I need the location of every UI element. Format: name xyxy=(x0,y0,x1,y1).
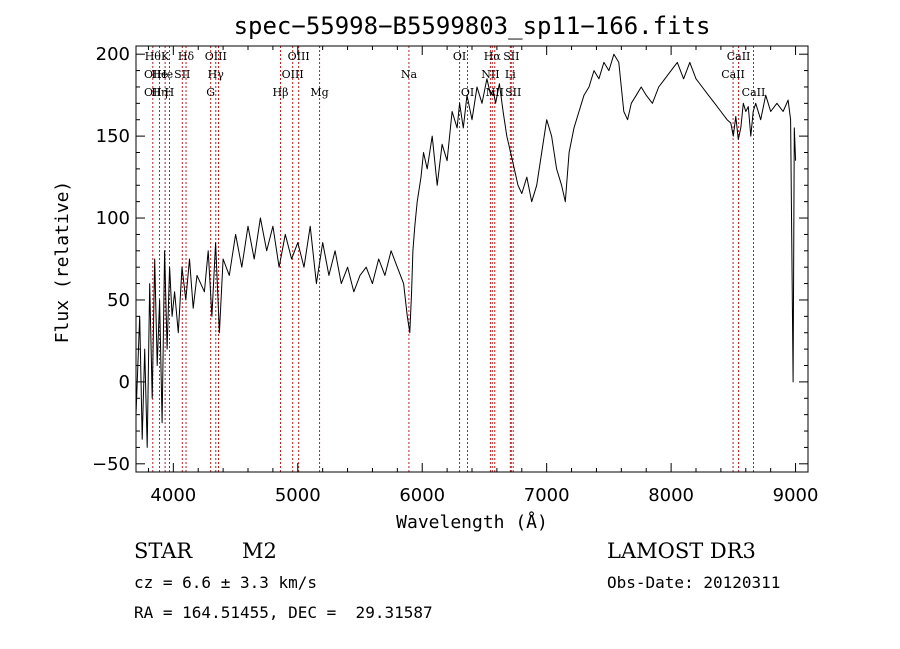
line-label: NII xyxy=(486,86,504,99)
line-label: H xyxy=(165,86,175,99)
y-tick-label: 100 xyxy=(96,208,130,229)
x-axis: 4000 5000 6000 7000 8000 9000 xyxy=(147,46,819,506)
x-tick-label: 4000 xyxy=(150,485,196,506)
x-tick-label: 9000 xyxy=(773,485,819,506)
line-labels: HθOIIOIIHeHηKHeHSIIHδGOIIIHγHβOIIIOIIIMg… xyxy=(144,50,765,99)
chart-title: spec−55998−B5599803_sp11−166.fits xyxy=(234,12,711,40)
line-label: OI xyxy=(453,50,466,63)
line-label: G xyxy=(206,86,215,99)
line-label: Hθ xyxy=(145,50,162,63)
survey-name: LAMOST DR3 xyxy=(607,539,756,563)
object-class: STAR xyxy=(134,539,193,563)
line-label: He xyxy=(157,68,173,81)
line-label: NII xyxy=(481,68,499,81)
spectrum xyxy=(135,53,797,448)
line-label: Hδ xyxy=(178,50,195,63)
y-tick-label: −50 xyxy=(92,454,130,475)
line-label: OIII xyxy=(282,68,304,81)
line-label: SII xyxy=(505,86,521,99)
x-tick-label: 8000 xyxy=(648,485,694,506)
line-label: K xyxy=(161,50,170,63)
line-label: SII xyxy=(174,68,190,81)
y-tick-label: 150 xyxy=(96,126,130,147)
line-label: OIII xyxy=(288,50,310,63)
line-label: Li xyxy=(505,68,516,81)
line-label: OIII xyxy=(205,50,227,63)
line-label: CaII xyxy=(742,86,766,99)
line-label: Na xyxy=(401,68,418,81)
line-label: Hβ xyxy=(273,86,289,99)
line-label: He xyxy=(151,68,167,81)
line-label: SII xyxy=(503,50,519,63)
line-label: OI xyxy=(461,86,474,99)
y-tick-label: 200 xyxy=(96,44,130,65)
line-label: Hη xyxy=(151,86,167,99)
spectrum-line xyxy=(135,53,797,448)
redshift-velocity: cz = 6.6 ± 3.3 km/s xyxy=(134,573,318,592)
y-axis: −50 0 50 100 150 200 xyxy=(92,44,808,475)
x-tick-label: 7000 xyxy=(524,485,570,506)
plot-frame xyxy=(135,45,809,473)
line-label: CaII xyxy=(727,50,751,63)
x-tick-label: 5000 xyxy=(275,485,321,506)
line-label: OII xyxy=(144,86,162,99)
y-axis-label: Flux (relative) xyxy=(52,181,73,344)
line-label: CaII xyxy=(721,68,745,81)
x-tick-label: 6000 xyxy=(399,485,445,506)
y-tick-label: 0 xyxy=(119,372,130,393)
coordinates: RA = 164.51455, DEC = 29.31587 xyxy=(134,603,433,622)
line-label: Mg xyxy=(310,86,328,99)
observation-date: Obs-Date: 20120311 xyxy=(607,573,781,592)
x-axis-label: Wavelength (Å) xyxy=(396,511,548,533)
object-subclass: M2 xyxy=(242,539,277,563)
y-tick-label: 50 xyxy=(107,290,130,311)
line-label: Hγ xyxy=(208,68,225,81)
line-label: OII xyxy=(144,68,162,81)
line-label: Hα xyxy=(484,50,502,63)
